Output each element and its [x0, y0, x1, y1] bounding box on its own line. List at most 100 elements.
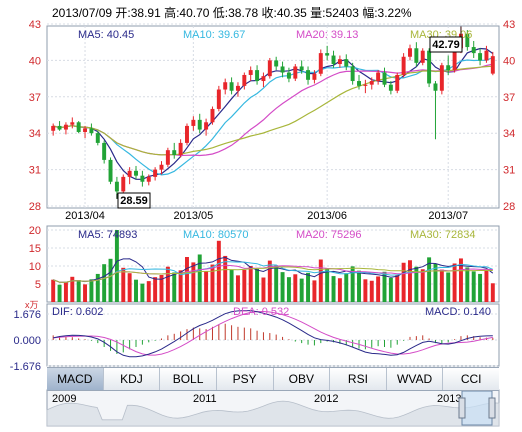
candle-body: [312, 73, 317, 80]
candle-body: [446, 65, 451, 71]
candle-body: [357, 81, 361, 86]
overview-year-label: 2012: [314, 393, 338, 405]
volume-bar: [446, 272, 451, 302]
volume-bar: [490, 283, 495, 302]
candle-body: [146, 176, 151, 182]
price-tick-left: 31: [29, 165, 41, 177]
volume-ma5-line: [53, 256, 494, 283]
high-price-label: 42.79: [432, 39, 460, 51]
volume-bar: [280, 272, 285, 302]
candle-body: [204, 122, 209, 130]
overview-right-handle[interactable]: [488, 397, 496, 419]
tab-obv[interactable]: OBV: [274, 368, 331, 390]
volume-bar: [325, 268, 330, 302]
price-tick-left: 34: [29, 128, 41, 140]
volume-bar: [357, 270, 361, 302]
volume-bar: [140, 283, 145, 302]
price-ma-label: MA10: 39.67: [183, 29, 245, 41]
candle-body: [89, 128, 94, 134]
volume-bar: [223, 255, 228, 302]
overview-selection-window: [461, 390, 493, 426]
candle-body: [376, 72, 381, 82]
volume-bar: [478, 273, 483, 302]
candle-body: [242, 74, 247, 86]
candle-body: [95, 133, 100, 143]
volume-bar: [363, 279, 368, 302]
low-price-label: 28.59: [120, 195, 148, 207]
dea-line: [53, 310, 493, 356]
candle-body: [439, 65, 444, 91]
candle-body: [57, 125, 62, 130]
tab-macd[interactable]: MACD: [47, 368, 104, 390]
volume-ma30-line: [53, 266, 493, 283]
date-tick-label: 2013/06: [307, 210, 347, 222]
candle-body: [363, 84, 368, 86]
price-tick-left: 37: [29, 92, 41, 104]
macd-tick: 0.000: [13, 335, 41, 347]
candle-body: [216, 89, 221, 109]
volume-bar: [70, 276, 75, 302]
tab-cci[interactable]: CCI: [460, 372, 482, 386]
candle-body: [76, 122, 81, 132]
overview-year-label: 2009: [52, 393, 76, 405]
candle-body: [63, 124, 68, 130]
volume-bar: [76, 280, 81, 302]
candle-body: [286, 72, 291, 79]
macd-value-label: DIF: 0.602: [52, 306, 103, 318]
price-tick-left: 28: [29, 201, 41, 213]
stock-header-summary: 2013/07/09 开:38.91 高:40.70 低:38.78 收:40.…: [52, 6, 412, 20]
volume-bar: [427, 257, 432, 302]
macd-tick: 1.676: [13, 309, 41, 321]
tab-psy[interactable]: PSY: [217, 368, 274, 390]
volume-bar: [235, 275, 240, 302]
volume-bar: [471, 271, 476, 302]
candle-body: [223, 82, 228, 90]
price-tick-right: 34: [503, 128, 515, 140]
volume-bar: [114, 230, 119, 302]
candle-body: [337, 59, 342, 65]
candle-body: [70, 122, 75, 125]
macd-value-label: MACD: 0.140: [425, 306, 491, 318]
candle-body: [414, 48, 419, 63]
overview-left-handle[interactable]: [458, 397, 466, 419]
volume-bar: [229, 269, 234, 302]
volume-bar: [369, 280, 374, 302]
tab-kdj[interactable]: KDJ: [104, 368, 161, 390]
high-label-box: [429, 36, 463, 53]
tab-boll[interactable]: BOLL: [160, 368, 217, 390]
volume-bar: [159, 275, 164, 302]
volume-bar: [484, 269, 489, 302]
candle-body: [255, 70, 260, 82]
tab-rsi[interactable]: RSI: [330, 368, 387, 390]
candle-body: [331, 55, 336, 65]
candle-body: [51, 125, 56, 131]
volume-bar: [465, 267, 470, 302]
volume-bar: [401, 262, 406, 302]
ma10-line: [53, 56, 494, 176]
candle-body: [140, 175, 145, 182]
overview-year-label: 2011: [193, 393, 217, 405]
volume-bar: [344, 273, 349, 302]
volume-bar: [89, 279, 94, 302]
volume-bar: [337, 278, 342, 302]
price-ma-label: MA5: 40.45: [78, 29, 134, 41]
volume-bar: [439, 269, 444, 302]
volume-bar: [286, 277, 291, 302]
volume-bar: [153, 277, 158, 302]
volume-bar: [95, 273, 100, 302]
candle-body: [261, 76, 266, 82]
ma5-line: [53, 47, 494, 180]
candle-body: [452, 48, 457, 71]
volume-bar: [388, 277, 393, 302]
date-tick-label: 2013/04: [65, 210, 105, 222]
volume-bar: [197, 254, 202, 302]
candle-body: [306, 70, 311, 80]
candle-body: [382, 72, 387, 85]
tab-wvad[interactable]: WVAD: [387, 368, 444, 390]
volume-bar: [191, 262, 196, 302]
candle-body: [229, 82, 234, 91]
date-tick-label: 2013/05: [173, 210, 213, 222]
candle-body: [248, 70, 253, 75]
volume-bar: [178, 270, 183, 302]
